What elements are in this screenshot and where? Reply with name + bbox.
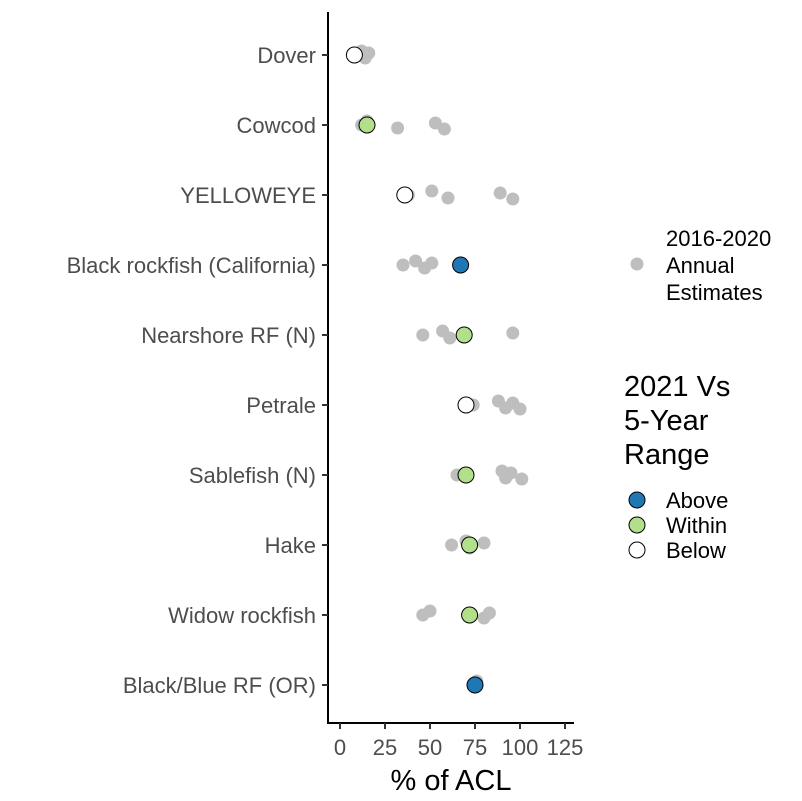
estimate-2021-point-hake — [461, 536, 479, 554]
annual-estimate-point — [504, 466, 518, 480]
legend-annual-label: Annual — [666, 253, 735, 278]
y-tick-label-black-blue-rf-or: Black/Blue RF (OR) — [123, 673, 316, 698]
x-axis: 0 25 50 75 100 125 — [327, 722, 584, 760]
x-axis-title: % of ACL — [391, 765, 512, 797]
annual-estimate-point — [437, 122, 451, 136]
y-axis: Dover Cowcod YELLOWEYE Black rockfish (Cali… — [67, 12, 329, 724]
annual-estimate-point — [425, 256, 439, 270]
annual-estimate-point — [423, 604, 437, 618]
estimate-2021-point-petrale — [457, 396, 475, 414]
estimate-2021-point-black-rockfish-california — [452, 256, 470, 274]
estimate-2021-point-sablefish-n — [457, 466, 475, 484]
legend-key-below — [628, 541, 646, 559]
plot-area — [345, 44, 529, 694]
x-tick-label: 50 — [418, 735, 442, 760]
legend-annual-label: 2016-2020 — [666, 226, 771, 251]
y-tick-label-cowcod: Cowcod — [237, 113, 316, 138]
y-tick-label-black-rockfish-california: Black rockfish (California) — [67, 253, 316, 278]
y-tick-label-sablefish-n: Sablefish (N) — [189, 463, 316, 488]
estimate-2021-point-yelloweye — [396, 186, 414, 204]
annual-estimate-point — [445, 538, 459, 552]
x-tick-label: 75 — [463, 735, 487, 760]
legend-title: 2021 Vs — [624, 371, 730, 403]
y-tick-label-widow-rockfish: Widow rockfish — [168, 603, 316, 628]
annual-estimate-point — [477, 536, 491, 550]
estimate-2021-point-widow-rockfish — [461, 606, 479, 624]
annual-estimate-point — [506, 192, 520, 206]
annual-estimate-point — [515, 472, 529, 486]
legend-title: 5-Year — [624, 405, 709, 437]
estimate-2021-point-cowcod — [358, 116, 376, 134]
annual-estimate-point — [425, 184, 439, 198]
legend-annual-label: Estimates — [666, 280, 763, 305]
legend-key-above — [628, 491, 646, 509]
legend-annual-key — [630, 257, 644, 271]
annual-estimate-point — [493, 186, 507, 200]
x-tick-label: 125 — [547, 735, 584, 760]
annual-estimate-point — [513, 402, 527, 416]
legend-title: Range — [624, 439, 709, 471]
estimate-2021-point-black-blue-rf-or — [466, 676, 484, 694]
annual-estimate-point — [482, 606, 496, 620]
y-tick-label-petrale: Petrale — [246, 393, 316, 418]
x-tick-label: 100 — [502, 735, 539, 760]
annual-estimate-point — [443, 331, 457, 345]
annual-estimate-point — [396, 258, 410, 272]
x-tick-label: 25 — [373, 735, 397, 760]
legend-label-within: Within — [666, 513, 727, 538]
x-tick-label: 0 — [334, 735, 346, 760]
y-tick-label-yelloweye: YELLOWEYE — [180, 183, 316, 208]
legend-label-above: Above — [666, 488, 728, 513]
annual-estimate-point — [416, 328, 430, 342]
y-tick-label-nearshore-rf-n: Nearshore RF (N) — [141, 323, 316, 348]
annual-estimate-point — [441, 191, 455, 205]
annual-estimate-point — [409, 254, 423, 268]
estimate-2021-point-dover — [345, 46, 363, 64]
annual-estimate-point — [506, 326, 520, 340]
y-tick-label-hake: Hake — [265, 533, 316, 558]
y-tick-label-dover: Dover — [257, 43, 316, 68]
legend-label-below: Below — [666, 538, 726, 563]
estimate-2021-point-nearshore-rf-n — [455, 326, 473, 344]
legend-key-within — [628, 516, 646, 534]
annual-estimate-point — [362, 46, 376, 60]
annual-estimate-point — [391, 121, 405, 135]
